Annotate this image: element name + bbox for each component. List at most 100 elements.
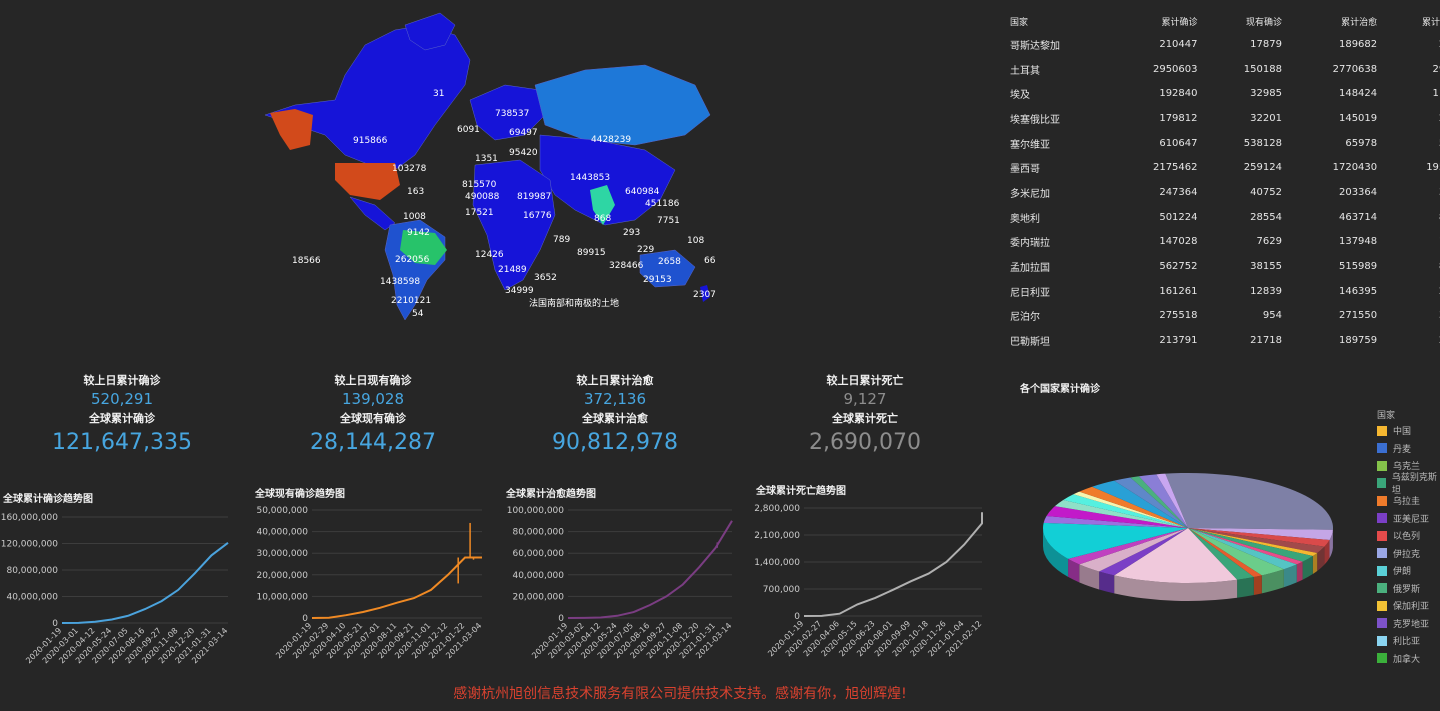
cell: 1720430: [1332, 162, 1378, 174]
cell: 954: [1262, 310, 1282, 322]
pie-slice[interactable]: [1043, 522, 1188, 559]
pie-slice[interactable]: [1079, 486, 1188, 528]
map-label: 163: [407, 187, 424, 197]
dead-trend-chart[interactable]: 0700,0001,400,0002,100,0002,800,0002020-…: [750, 498, 990, 678]
legend-item[interactable]: 伊拉克: [1377, 545, 1440, 563]
table-row[interactable]: 多米尼加 247364 40752 203364 324: [1004, 180, 1440, 205]
pie-slice-side: [1296, 561, 1303, 583]
pie-slice[interactable]: [1188, 528, 1303, 565]
pie-slice[interactable]: [1188, 528, 1313, 562]
cell: 259: [1383, 106, 1440, 131]
col-total-confirmed[interactable]: 累计确诊: [1161, 17, 1198, 28]
world-map[interactable]: 31 915866 103278 163 1008 9142 262056 14…: [255, 5, 725, 360]
cell: 28554: [1250, 211, 1282, 223]
pie-slice[interactable]: [1165, 473, 1333, 530]
pie-slice[interactable]: [1099, 528, 1188, 576]
legend-item[interactable]: 亚美尼亚: [1377, 510, 1440, 528]
col-current-confirmed[interactable]: 现有确诊: [1245, 17, 1282, 28]
legend-item[interactable]: 丹麦: [1377, 440, 1440, 458]
pie-slice[interactable]: [1043, 516, 1188, 528]
cell: 189682: [1338, 38, 1378, 50]
pie-slice[interactable]: [1130, 476, 1188, 528]
cell: 463714: [1338, 211, 1378, 223]
pie-slice[interactable]: [1188, 528, 1297, 570]
pie-slice-side: [1324, 539, 1330, 565]
table-row[interactable]: 孟加拉国 562752 38155 515989 860: [1004, 254, 1440, 279]
map-label: 69497: [509, 128, 538, 138]
table-row[interactable]: 尼泊尔 275518 954 271550 301: [1004, 304, 1440, 329]
cell: 尼泊尔: [1010, 312, 1040, 324]
pie-slice[interactable]: [1114, 528, 1238, 583]
pie-slice[interactable]: [1073, 491, 1188, 528]
map-label: 262056: [395, 255, 430, 265]
table-row[interactable]: 尼日利亚 161261 12839 146395 202: [1004, 279, 1440, 304]
pie-slice-side: [1317, 546, 1325, 571]
col-total-cured[interactable]: 累计治愈: [1341, 17, 1378, 28]
map-label: 108: [687, 236, 704, 246]
table-row[interactable]: 土耳其 2950603 150188 2770638 2977: [1004, 57, 1440, 82]
y-tick-label: 40,000,000: [256, 528, 308, 538]
y-tick-label: 10,000,000: [256, 592, 308, 602]
legend-item[interactable]: 伊朗: [1377, 562, 1440, 580]
table-row[interactable]: 哥斯达黎加 210447 17879 189682 288: [1004, 32, 1440, 57]
legend-item[interactable]: 利比亚: [1377, 632, 1440, 650]
pie-slice[interactable]: [1188, 528, 1325, 553]
pie-slice[interactable]: [1092, 480, 1188, 528]
pie-slice[interactable]: [1114, 477, 1188, 528]
cell: 515989: [1338, 261, 1378, 273]
pie-slice-side: [1237, 577, 1254, 598]
legend-item[interactable]: 俄罗斯: [1377, 580, 1440, 598]
pie-slice[interactable]: [1188, 528, 1318, 556]
legend-item[interactable]: 中国: [1377, 422, 1440, 440]
y-tick-label: 160,000,000: [1, 513, 59, 523]
table-row[interactable]: 塞尔维亚 610647 538128 65978 578: [1004, 131, 1440, 156]
table-row[interactable]: 埃塞俄比亚 179812 32201 145019 259: [1004, 106, 1440, 131]
legend-item[interactable]: 加拿大: [1377, 650, 1440, 668]
pie-slice[interactable]: [1188, 528, 1262, 578]
country-table[interactable]: 国家 累计确诊 现有确诊 累计治愈 累计死亡 哥斯达黎加 210447 17879 1…: [1004, 10, 1440, 353]
table-row[interactable]: 墨西哥 2175462 259124 1720430 19590: [1004, 155, 1440, 180]
pie-slice[interactable]: [1188, 528, 1333, 540]
pie-slice[interactable]: [1138, 474, 1188, 528]
table-row[interactable]: 委内瑞拉 147028 7629 137948 145: [1004, 230, 1440, 255]
table-row[interactable]: 巴勒斯坦 213791 21718 189759 231: [1004, 328, 1440, 353]
country-pie-chart[interactable]: [1040, 460, 1350, 620]
cell: 38155: [1250, 261, 1282, 273]
map-label: 法国南部和南极的土地: [529, 297, 619, 309]
cell: 189759: [1338, 335, 1378, 347]
legend-item[interactable]: 乌拉圭: [1377, 492, 1440, 510]
legend-item[interactable]: 克罗地亚: [1377, 615, 1440, 633]
confirmed-trend-chart[interactable]: 0 40,000,000 80,000,000 120,000,000 160,000,…: [0, 505, 240, 680]
cured-trend-chart[interactable]: 0 20,000,000 40,000,000 60,000,000 80,000,00…: [500, 500, 745, 680]
pie-slice[interactable]: [1054, 500, 1188, 528]
legend-swatch: [1377, 443, 1387, 454]
pie-slice[interactable]: [1188, 528, 1284, 576]
legend-item[interactable]: 保加利亚: [1377, 597, 1440, 615]
stat-total-value: 121,647,335: [52, 430, 192, 455]
col-country[interactable]: 国家: [1010, 17, 1029, 28]
legend-item[interactable]: 以色列: [1377, 527, 1440, 545]
legend-item[interactable]: 乌兹别克斯坦: [1377, 473, 1440, 496]
map-label: 89915: [577, 248, 606, 258]
map-label: 16776: [523, 211, 552, 221]
table-row[interactable]: 埃及 192840 32985 148424 1143: [1004, 81, 1440, 106]
cell: 7629: [1256, 236, 1282, 248]
pie-slice[interactable]: [1046, 506, 1188, 528]
pie-slice[interactable]: [1188, 528, 1254, 580]
pie-slice[interactable]: [1079, 528, 1188, 572]
legend-swatch: [1377, 460, 1387, 471]
stat-total-label: 全球累计确诊: [89, 412, 155, 425]
col-total-dead[interactable]: 累计死亡: [1421, 17, 1440, 28]
stat-delta-value: 372,136: [583, 390, 647, 408]
pie-slice[interactable]: [1188, 528, 1330, 547]
pie-slice[interactable]: [1063, 494, 1188, 528]
pie-slice[interactable]: [1068, 528, 1188, 565]
legend-item[interactable]: 乌克兰: [1377, 457, 1440, 475]
map-label: 4428239: [591, 135, 631, 145]
current-trend-chart[interactable]: 0 10,000,000 20,000,000 30,000,000 40,000,00…: [250, 500, 490, 680]
pie-slice[interactable]: [1156, 473, 1188, 528]
map-label: 66: [704, 256, 716, 266]
map-label: 95420: [509, 148, 538, 158]
table-row[interactable]: 奥地利 501224 28554 463714 895: [1004, 205, 1440, 230]
cell: 尼日利亚: [1010, 287, 1050, 299]
